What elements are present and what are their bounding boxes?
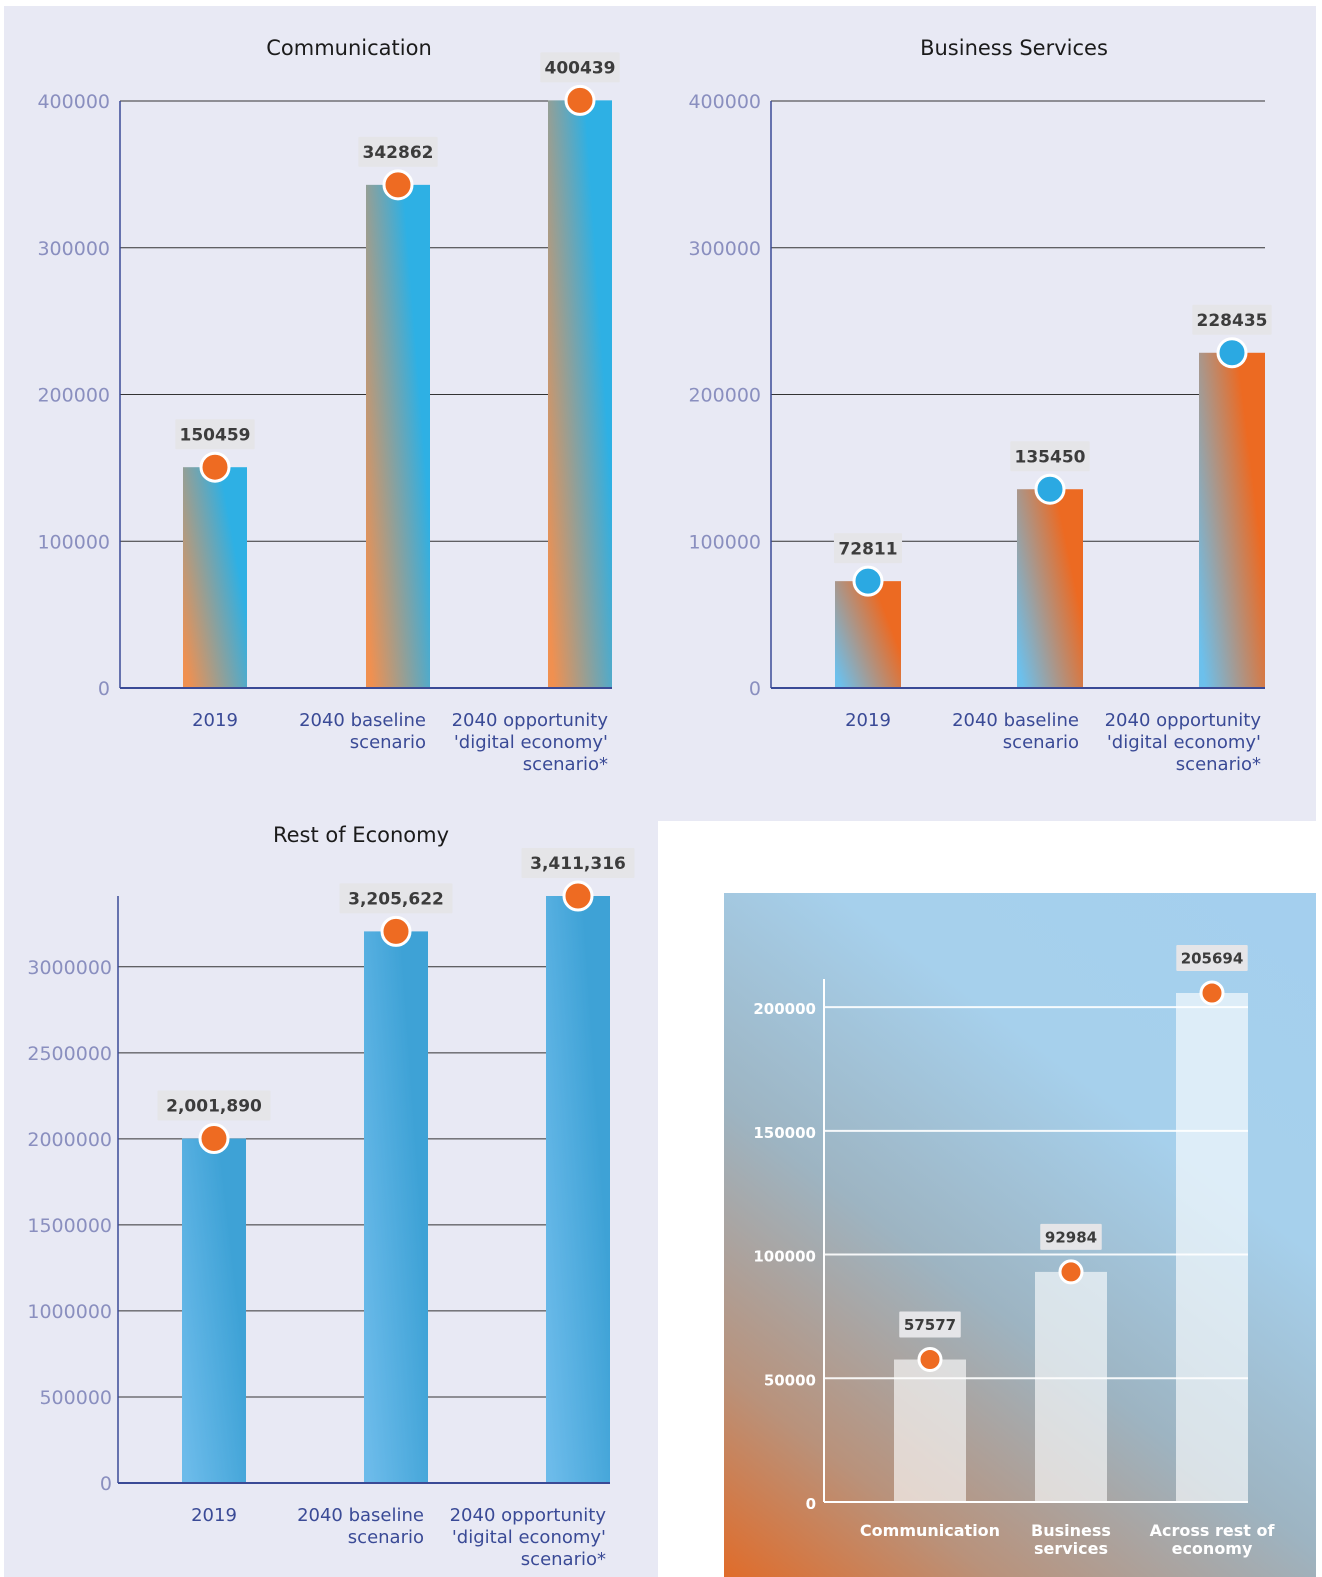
business-services-bar-2040-opportunity-digital-economy-scenario bbox=[1199, 352, 1265, 688]
rest-of-economy-data-marker bbox=[198, 1123, 230, 1155]
business-services-y-tick-label: 400000 bbox=[688, 91, 761, 113]
rest-of-economy-y-tick-label: 2000000 bbox=[27, 1129, 112, 1151]
sector-uplift-data-label-box bbox=[899, 1311, 961, 1338]
communication-y-tick-label: 400000 bbox=[37, 91, 110, 113]
communication-data-label: 400439 bbox=[545, 58, 616, 78]
business-services-data-label-box bbox=[833, 533, 903, 564]
communication-bar-2040-baseline-scenario bbox=[366, 184, 430, 688]
communication-y-tick-label: 100000 bbox=[37, 531, 110, 553]
rest-of-economy-data-label: 2,001,890 bbox=[166, 1097, 262, 1117]
sector-uplift-chart-panel: 0 50000 100000 150000 200000 57577 92984 205694… bbox=[724, 893, 1316, 1577]
sector-uplift-bar-communication bbox=[894, 1359, 966, 1502]
communication-chart-title: Communication bbox=[266, 36, 432, 60]
rest-of-economy-x-tick-label: 2040 baseline scenario bbox=[297, 1505, 424, 1548]
sector-uplift-chart: 0 50000 100000 150000 200000 57577 92984 205694… bbox=[753, 945, 1276, 1558]
rest-of-economy-bar-2040-opportunity-digital-economy-scenario bbox=[546, 896, 610, 1483]
sector-uplift-data-marker bbox=[917, 1347, 943, 1373]
business-services-data-label: 228435 bbox=[1197, 311, 1268, 331]
business-services-y-tick-label: 300000 bbox=[688, 238, 761, 260]
communication-x-tick-label: 2040 opportunity'digital economy' scenari… bbox=[452, 710, 609, 775]
business-services-y-tick-label: 0 bbox=[749, 678, 761, 700]
rest-of-economy-x-tick-label: 2019 bbox=[191, 1505, 237, 1526]
business-services-x-tick-label: 2019 bbox=[845, 710, 891, 731]
sector-uplift-data-label-box bbox=[1176, 945, 1248, 971]
business-services-data-label: 72811 bbox=[838, 539, 897, 559]
rest-of-economy-bar-2019 bbox=[182, 1138, 246, 1483]
rest-of-economy-y-tick-label: 3000000 bbox=[27, 957, 112, 979]
business-services-data-marker bbox=[1216, 337, 1248, 369]
communication-data-marker bbox=[564, 84, 596, 116]
communication-y-tick-label: 0 bbox=[98, 678, 110, 700]
sector-uplift-x-tick-label: Communication bbox=[860, 1521, 1000, 1540]
rest-of-economy-y-tick-label: 500000 bbox=[39, 1387, 112, 1409]
rest-of-economy-y-tick-label: 2500000 bbox=[27, 1043, 112, 1065]
business-services-chart-title: Business Services bbox=[920, 36, 1108, 60]
communication-data-label-box bbox=[175, 419, 255, 450]
sector-uplift-bar-business-services bbox=[1035, 1271, 1107, 1502]
business-services-y-tick-label: 100000 bbox=[688, 531, 761, 553]
rest-of-economy-x-tick-label: 2040 opportunity'digital economy' scenari… bbox=[450, 1505, 607, 1570]
communication-x-tick-label: 2040 baseline scenario bbox=[299, 710, 426, 753]
communication-y-tick-label: 300000 bbox=[37, 238, 110, 260]
sector-uplift-data-label-box bbox=[1040, 1223, 1102, 1250]
rest-of-economy-data-marker bbox=[562, 880, 594, 912]
rest-of-economy-data-label: 3,411,316 bbox=[530, 854, 626, 874]
rest-of-economy-bar-2040-baseline-scenario bbox=[364, 931, 428, 1483]
rest-of-economy-data-marker bbox=[380, 915, 412, 947]
sector-uplift-x-tick-label: Business services bbox=[1031, 1521, 1111, 1558]
sector-uplift-y-tick-label: 150000 bbox=[753, 1124, 816, 1142]
rest-of-economy-chart-panel: Rest of Economy 0 500000 1000000 1500000 2000… bbox=[4, 821, 658, 1577]
communication-chart: Communication 0 100000 200000 300000 400000 15… bbox=[37, 36, 620, 775]
communication-data-marker bbox=[382, 169, 414, 201]
sector-uplift-data-marker bbox=[1199, 980, 1225, 1006]
sector-uplift-data-label: 92984 bbox=[1045, 1228, 1097, 1246]
business-services-data-label-box bbox=[1010, 441, 1090, 472]
rest-of-economy-data-label-box bbox=[521, 848, 635, 878]
sector-uplift-y-tick-label: 50000 bbox=[764, 1371, 816, 1389]
business-services-chart-panel: Business Services 0 100000 200000 300000 4000… bbox=[658, 6, 1316, 821]
communication-data-marker bbox=[199, 451, 231, 483]
sector-uplift-y-tick-label: 100000 bbox=[753, 1248, 816, 1266]
rest-of-economy-data-label-box bbox=[339, 883, 453, 914]
communication-data-label-box bbox=[540, 52, 620, 83]
communication-y-tick-label: 200000 bbox=[37, 385, 110, 407]
rest-of-economy-y-tick-label: 0 bbox=[100, 1473, 112, 1495]
sector-uplift-data-label: 57577 bbox=[904, 1316, 956, 1334]
communication-bar-2040-opportunity-digital-economy-scenario bbox=[548, 100, 612, 688]
rest-of-economy-y-tick-label: 1500000 bbox=[27, 1215, 112, 1237]
communication-data-label: 342862 bbox=[363, 143, 434, 163]
business-services-data-label: 135450 bbox=[1015, 447, 1086, 467]
rest-of-economy-chart: Rest of Economy 0 500000 1000000 1500000 2000… bbox=[27, 823, 635, 1570]
business-services-x-tick-label: 2040 baseline scenario bbox=[952, 710, 1079, 753]
communication-x-tick-label: 2019 bbox=[192, 710, 238, 731]
rest-of-economy-data-label: 3,205,622 bbox=[348, 890, 444, 910]
communication-data-label-box bbox=[358, 136, 438, 167]
business-services-data-marker bbox=[1034, 473, 1066, 505]
rest-of-economy-y-tick-label: 1000000 bbox=[27, 1301, 112, 1323]
communication-bar-2019 bbox=[183, 467, 247, 688]
business-services-bar-2019 bbox=[835, 581, 901, 688]
business-services-data-label-box bbox=[1192, 304, 1272, 335]
communication-data-label: 150459 bbox=[180, 425, 251, 445]
communication-chart-panel: Communication 0 100000 200000 300000 400000 15… bbox=[4, 6, 658, 821]
business-services-y-tick-label: 200000 bbox=[688, 385, 761, 407]
business-services-data-marker bbox=[852, 565, 884, 597]
business-services-bar-2040-baseline-scenario bbox=[1017, 489, 1083, 688]
sector-uplift-bar-across-rest-of-economy bbox=[1176, 993, 1248, 1502]
business-services-chart: Business Services 0 100000 200000 300000 4000… bbox=[688, 36, 1272, 775]
rest-of-economy-data-label-box bbox=[157, 1090, 271, 1121]
sector-uplift-x-tick-label: Across rest of economy bbox=[1150, 1521, 1276, 1558]
sector-uplift-data-label: 205694 bbox=[1181, 949, 1244, 967]
business-services-x-tick-label: 2040 opportunity'digital economy' scenari… bbox=[1105, 710, 1262, 775]
sector-uplift-data-marker bbox=[1058, 1259, 1084, 1285]
sector-uplift-y-tick-label: 200000 bbox=[753, 1000, 816, 1018]
rest-of-economy-chart-title: Rest of Economy bbox=[273, 823, 449, 847]
sector-uplift-y-tick-label: 0 bbox=[806, 1495, 816, 1513]
